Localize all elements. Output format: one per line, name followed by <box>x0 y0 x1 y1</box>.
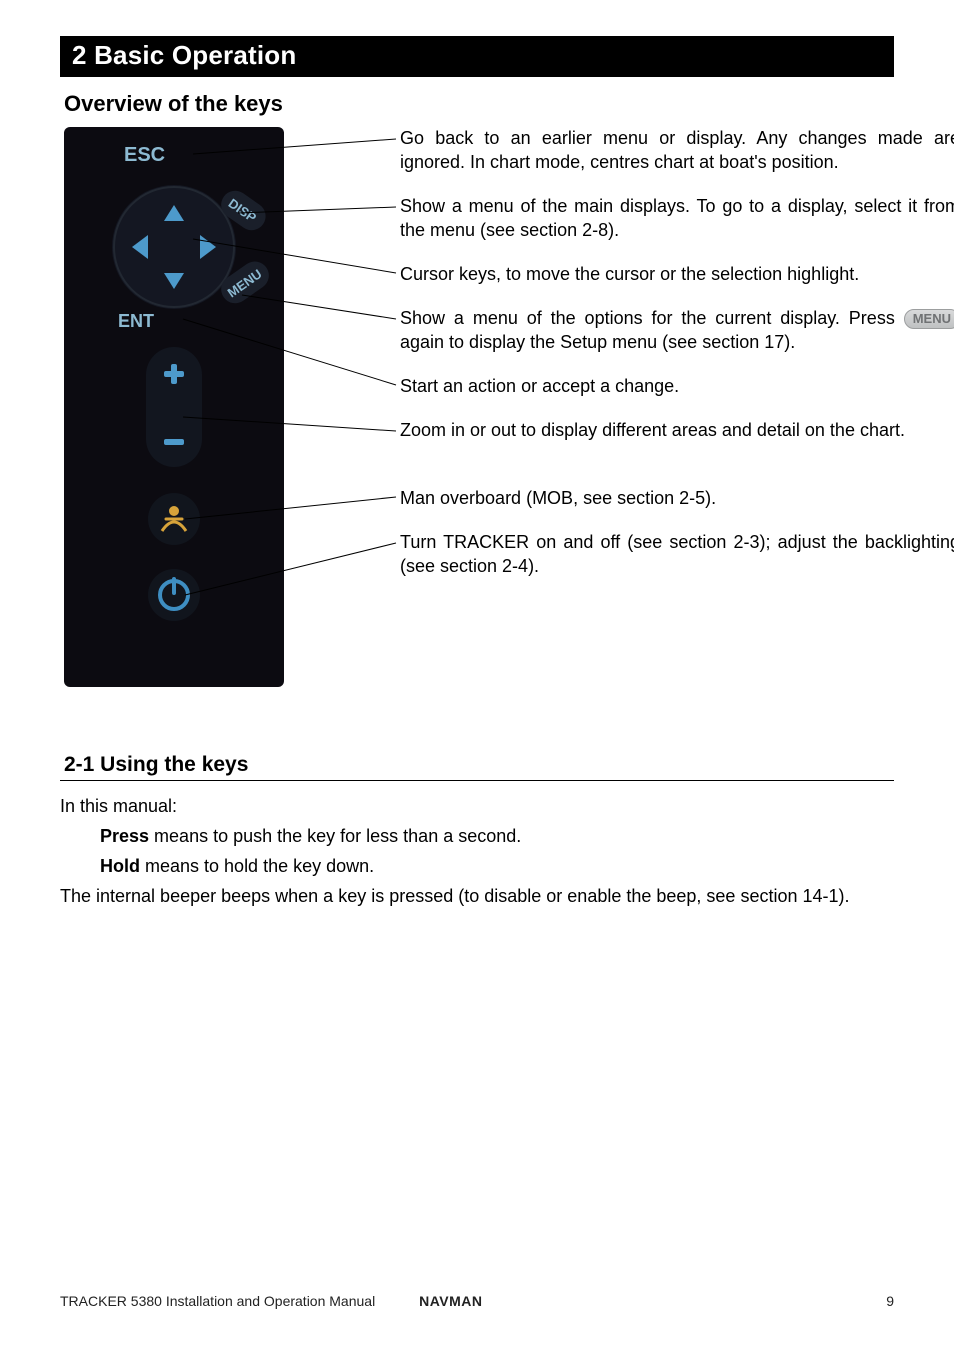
esc-label: ESC <box>124 144 165 166</box>
using-keys-title: 2-1 Using the keys <box>64 753 894 777</box>
hold-bold: Hold <box>100 856 140 876</box>
key-desc-5: Zoom in or out to display different area… <box>400 419 954 443</box>
using-keys-outro: The internal beeper beeps when a key is … <box>60 883 894 909</box>
hold-rest: means to hold the key down. <box>140 856 374 876</box>
key-desc-7: Turn TRACKER on and off (see section 2-3… <box>400 531 954 579</box>
key-desc-0: Go back to an earlier menu or display. A… <box>400 127 954 175</box>
chapter-title: 2 Basic Operation <box>60 36 894 77</box>
key-desc-4: Start an action or accept a change. <box>400 375 954 399</box>
section-rule <box>60 780 894 781</box>
key-desc-2: Cursor keys, to move the cursor or the s… <box>400 263 954 287</box>
press-line: Press means to push the key for less tha… <box>100 823 894 849</box>
press-bold: Press <box>100 826 149 846</box>
using-keys-intro: In this manual: <box>60 793 894 819</box>
mob-icon <box>169 506 179 516</box>
press-rest: means to push the key for less than a se… <box>149 826 521 846</box>
ent-label: ENT <box>118 311 154 331</box>
page-number: 9 <box>886 1293 894 1309</box>
overview-title: Overview of the keys <box>64 91 894 117</box>
footer-doc-title: TRACKER 5380 Installation and Operation … <box>60 1293 375 1309</box>
keys-overview: ESC DISP MENU ENT <box>60 127 894 697</box>
key-desc-6: Man overboard (MOB, see section 2-5). <box>400 487 954 511</box>
footer-brand: NAVMAN <box>419 1293 482 1309</box>
hold-line: Hold means to hold the key down. <box>100 853 894 879</box>
page-footer: TRACKER 5380 Installation and Operation … <box>60 1293 894 1309</box>
key-desc-3: Show a menu of the options for the curre… <box>400 307 954 355</box>
device-keypad-image: ESC DISP MENU ENT <box>64 127 284 687</box>
menu-pill-icon: MENU <box>904 309 954 329</box>
key-desc-1: Show a menu of the main displays. To go … <box>400 195 954 243</box>
